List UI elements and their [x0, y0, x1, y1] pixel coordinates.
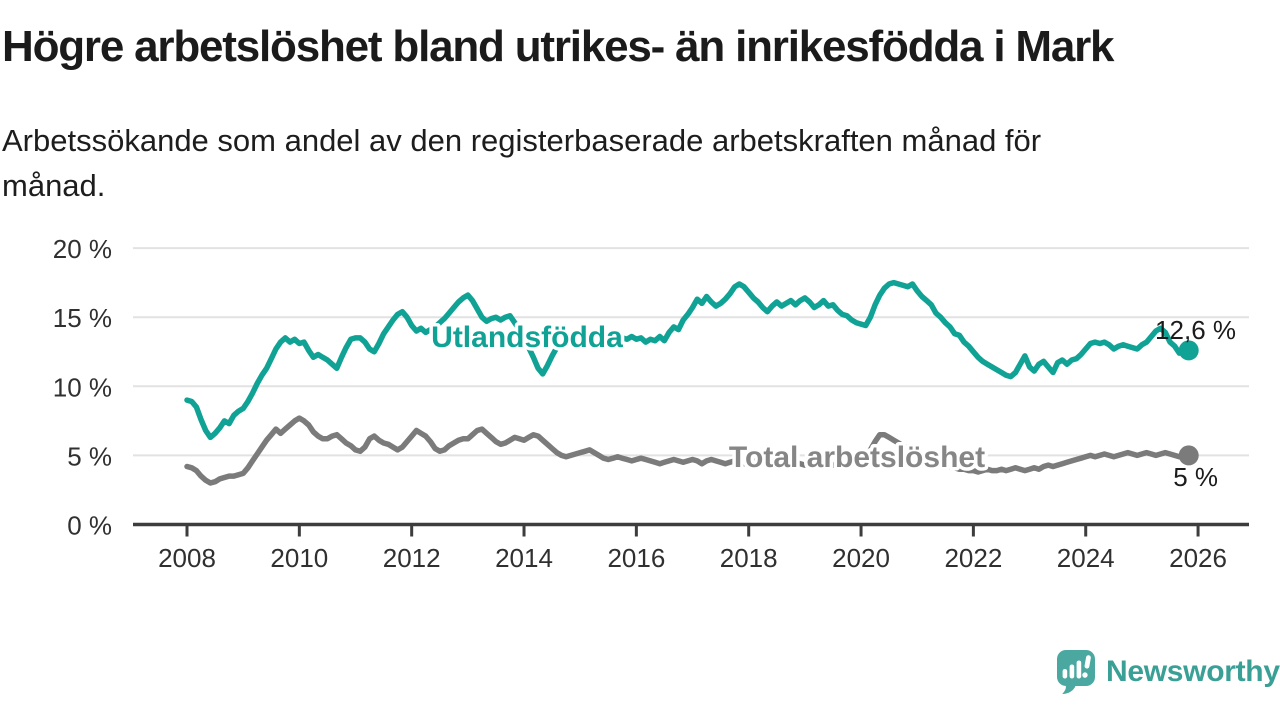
subtitle-line-1: Arbetssökande som andel av den registerb… [2, 123, 1042, 158]
page-title: Högre arbetslöshet bland utrikes- än inr… [2, 22, 1115, 71]
unemployment-line-chart: 2008 2010 2012 2014 2016 2018 2020 2022 2024 2026… [53, 234, 1249, 573]
x-tick-label-2010: 2010 [270, 543, 328, 573]
x-tick-label-2024: 2024 [1057, 543, 1115, 573]
newsworthy-logo: Newsworthy [1055, 648, 1280, 695]
logo-bar-2 [1069, 664, 1075, 679]
logo-exclamation [1082, 655, 1091, 678]
series-label-0: Utlandsfödda [431, 321, 623, 354]
subtitle-line-2: månad. [2, 168, 106, 203]
logo-bar-3 [1076, 660, 1082, 679]
series-line-0 [184, 279, 1192, 441]
x-tick-label-2020: 2020 [832, 543, 890, 573]
y-tick-label-15: 15 % [53, 303, 112, 333]
x-tick-label-2012: 2012 [383, 543, 441, 573]
y-tick-label-10: 10 % [53, 372, 112, 402]
series-label-1: Total arbetslöshet [729, 441, 985, 474]
x-tick-label-2008: 2008 [158, 543, 216, 573]
y-tick-label-0: 0 % [67, 511, 112, 541]
x-tick-label-2014: 2014 [495, 543, 553, 573]
series-end-dot-1 [1178, 445, 1199, 466]
x-tick-label-2016: 2016 [607, 543, 665, 573]
series-end-value-0: 12,6 % [1155, 315, 1236, 345]
logo-bar-1 [1062, 669, 1068, 679]
x-tick-label-2022: 2022 [944, 543, 1002, 573]
newsworthy-logo-text: Newsworthy [1106, 654, 1280, 688]
x-tick-label-2018: 2018 [720, 543, 778, 573]
series-line-1 [184, 415, 1192, 486]
y-tick-label-20: 20 % [53, 234, 112, 264]
newsworthy-logo-icon [1057, 650, 1095, 694]
chart-subtitle: Arbetssökande som andel av den registerb… [2, 118, 1202, 208]
series-end-value-1: 5 % [1173, 462, 1218, 492]
y-tick-label-5: 5 % [67, 441, 112, 471]
x-tick-label-2026: 2026 [1169, 543, 1227, 573]
series-end-dot-0 [1178, 340, 1199, 361]
